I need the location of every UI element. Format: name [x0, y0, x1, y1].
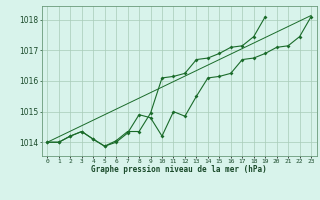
X-axis label: Graphe pression niveau de la mer (hPa): Graphe pression niveau de la mer (hPa)	[91, 165, 267, 174]
